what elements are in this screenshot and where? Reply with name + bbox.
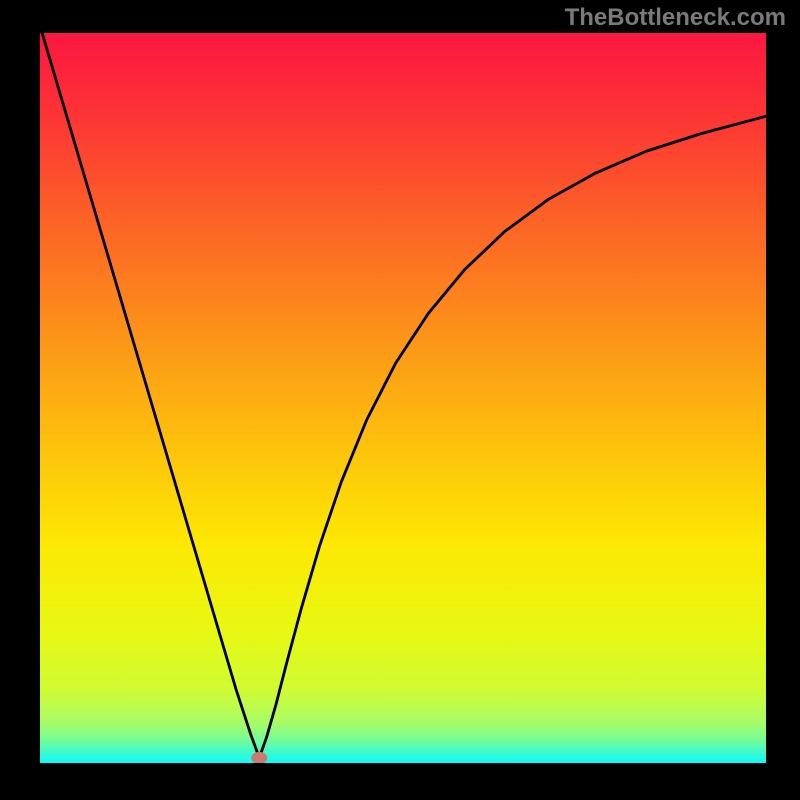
chart-container: TheBottleneck.com xyxy=(0,0,800,800)
plot-area xyxy=(40,33,766,763)
watermark-label: TheBottleneck.com xyxy=(565,4,786,32)
